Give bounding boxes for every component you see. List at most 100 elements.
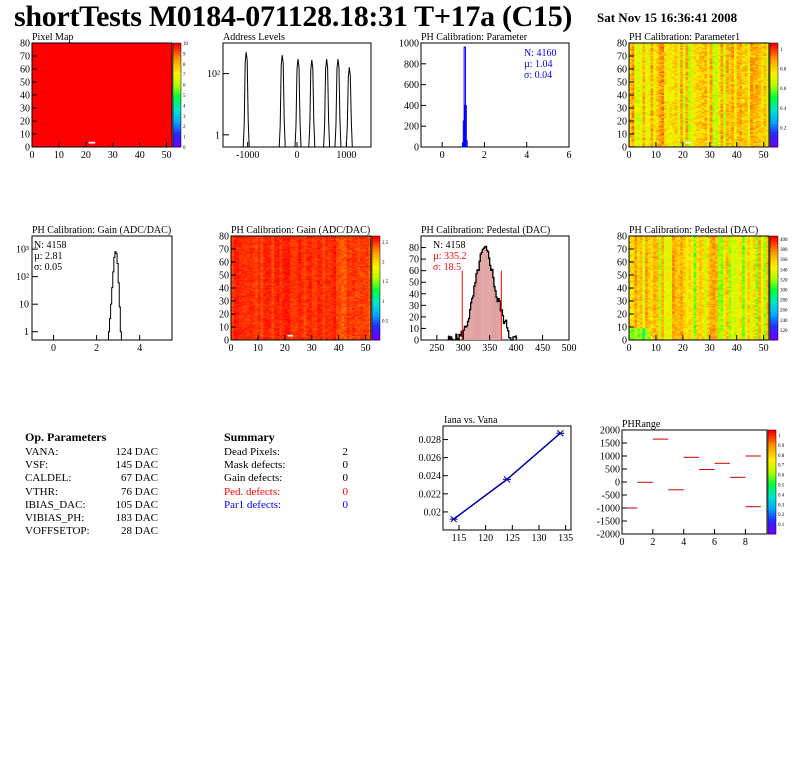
ph-parameter1-cell [723, 130, 727, 132]
ph-parameter1-cell [629, 84, 632, 87]
ph-parameter1-cell [637, 117, 641, 119]
ph-parameter1-cell [690, 95, 694, 97]
ph-parameter1-cell [682, 52, 686, 54]
ph-parameter1-cell [672, 139, 676, 141]
ph-parameter1-cell [763, 91, 767, 93]
ph-parameter1-cell [672, 52, 676, 54]
ph-parameter1-cell [631, 59, 635, 62]
ph-parameter1-cell [752, 50, 756, 53]
ph-parameter1-cell [739, 61, 743, 63]
ph-parameter1-cell [744, 85, 748, 88]
ph-parameter1-cell [701, 45, 705, 48]
ph-parameter1-cell [707, 78, 711, 80]
ph-parameter1-cell [680, 56, 684, 58]
ph-parameter1-cell [758, 79, 762, 81]
ph-parameter1-cell [755, 114, 759, 117]
ph-parameter1-cell [736, 78, 740, 80]
ph-parameter1-cell [680, 95, 684, 97]
ph-parameter1-cell [688, 128, 692, 131]
ph-parameter1-cell [629, 70, 632, 72]
ph-parameter1-cell [734, 63, 737, 66]
ph-parameter1-cell [664, 104, 667, 106]
ph-parameter1-cell [655, 104, 659, 106]
ph-parameter1-cell [693, 110, 697, 113]
ph-parameter1-cell [704, 91, 708, 93]
ph-parameter1-cell [752, 109, 756, 111]
ph-parameter1-cell [747, 127, 751, 130]
ph-parameter1-cell [739, 69, 743, 71]
ph-parameter1-cell [639, 56, 643, 58]
ph-parameter1-cell [739, 115, 743, 118]
ph-parameter1-cell [755, 95, 759, 97]
ph-parameter1-cell [655, 101, 659, 104]
ph-parameter1-cell [682, 83, 686, 85]
ph-parameter1-cell [629, 65, 632, 67]
ph-parameter1-cell [647, 56, 651, 58]
ph-parameter1-cell [699, 137, 702, 140]
ph-parameter1-cell [728, 131, 732, 133]
ph-parameter1-cell [677, 126, 681, 128]
ph-parameter1-cell [642, 75, 646, 78]
ph-parameter1-cell [680, 84, 684, 87]
ph-parameter1-cell [682, 61, 686, 63]
ph-parameter1-cell [655, 119, 659, 122]
ph-parameter1-cell [674, 108, 678, 110]
ph-parameter1-cell [661, 95, 665, 97]
ph-parameter1-cell [639, 102, 643, 105]
ph-parameter1-cell [677, 54, 681, 57]
ph-parameter1-cell [720, 63, 724, 66]
ph-parameter1-cell [760, 109, 764, 111]
ph-parameter1-cell [645, 110, 649, 113]
ph-parameter1-cell [758, 45, 762, 48]
ph-parameter1-cell [712, 108, 716, 110]
ph-parameter1-cell [725, 44, 729, 46]
ph-parameter1-cell [661, 117, 665, 119]
ph-parameter1-cell [717, 44, 721, 46]
ph-parameter1-cell [747, 88, 751, 91]
ph-parameter1-cell [650, 53, 654, 55]
ph-parameter1-cell [696, 75, 700, 78]
ph-parameter1-cell [707, 52, 711, 54]
ph-parameter1-cell [639, 141, 643, 144]
ph-parameter1-cell [664, 136, 667, 139]
ph-parameter1-cell [755, 123, 759, 126]
ph-parameter1-cell [755, 131, 759, 133]
ph-parameter1-cell [685, 144, 689, 146]
ph-parameter1-cell [650, 123, 654, 126]
ph-parameter1-cell [677, 115, 681, 118]
ph-parameter1-cell [744, 43, 748, 45]
ph-parameter1-cell [669, 91, 673, 93]
ph-parameter1-cell [763, 69, 767, 71]
ph-parameter1-cell [645, 72, 649, 75]
ph-parameter1-cell [715, 105, 719, 107]
ph-parameter1-cell [742, 49, 746, 52]
ph-parameter1-ytick-label: 20 [617, 117, 627, 128]
ph-parameter1-cell [693, 108, 697, 110]
ph-parameter1-cell [629, 43, 632, 45]
ph-parameter1-cell [755, 106, 759, 109]
ph-parameter1-cell [720, 136, 724, 139]
ph-parameter1-cell [712, 96, 716, 98]
ph-parameter1-cell [682, 109, 686, 111]
ph-parameter1-cell [672, 128, 676, 131]
ph-parameter1-cell [704, 130, 708, 132]
ph-parameter1-cell [755, 139, 759, 141]
ph-parameter1-cell [755, 75, 759, 78]
ph-parameter1-cell [666, 127, 670, 130]
ph-parameter1-cell [672, 58, 676, 61]
ph-parameter1-cell [720, 69, 724, 71]
ph-parameter1-cell [709, 78, 713, 80]
ph-parameter1-cell [645, 48, 649, 50]
ph-parameter1-cell [720, 84, 724, 87]
ph-parameter1-cell [747, 48, 751, 50]
ph-parameter1-cell [658, 45, 662, 48]
ph-parameter1-cell [750, 123, 754, 126]
ph-parameter1-cell [690, 76, 694, 79]
ph-parameter1-cell [723, 131, 727, 133]
ph-parameter1-cell [634, 80, 638, 83]
ph-parameter1-cell [682, 87, 686, 89]
ph-parameter1-cell [645, 109, 649, 111]
ph-parameter1-cell [715, 127, 719, 130]
ph-parameter1-cell [688, 111, 692, 114]
ph-parameter1-cell [736, 61, 740, 63]
